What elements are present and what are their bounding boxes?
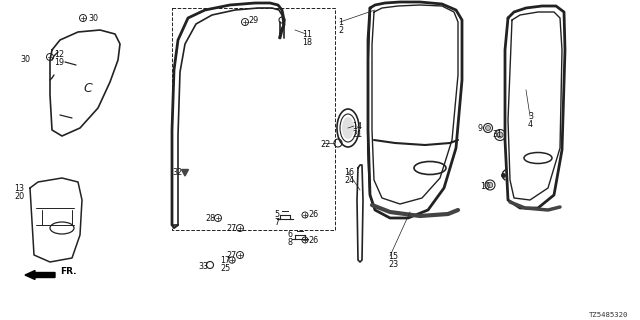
FancyArrow shape	[25, 270, 55, 279]
Text: 5: 5	[274, 210, 279, 219]
Text: 7: 7	[274, 218, 279, 227]
Text: 10: 10	[480, 182, 490, 191]
Text: 15: 15	[388, 252, 398, 261]
Text: 9: 9	[478, 124, 483, 133]
Circle shape	[486, 125, 490, 131]
Text: 33: 33	[198, 262, 208, 271]
Text: 16: 16	[344, 168, 354, 177]
Text: 17: 17	[220, 256, 230, 265]
Ellipse shape	[342, 117, 354, 139]
Text: 30: 30	[88, 14, 98, 23]
Text: 31: 31	[492, 130, 502, 139]
Text: 14: 14	[352, 122, 362, 131]
Text: 27: 27	[226, 251, 236, 260]
Text: 11: 11	[302, 30, 312, 39]
Text: 29: 29	[248, 16, 259, 25]
Text: 30: 30	[20, 55, 30, 64]
Text: 20: 20	[14, 192, 24, 201]
Text: 24: 24	[344, 176, 354, 185]
Text: 23: 23	[388, 260, 398, 269]
Text: 18: 18	[302, 38, 312, 47]
Text: FR.: FR.	[60, 267, 77, 276]
Text: 26: 26	[308, 236, 318, 245]
Text: 26: 26	[308, 210, 318, 219]
Circle shape	[497, 132, 503, 138]
Text: 8: 8	[287, 238, 292, 247]
Text: C: C	[84, 82, 92, 94]
Text: 32: 32	[172, 168, 182, 177]
Text: 21: 21	[352, 130, 362, 139]
Text: 28: 28	[205, 214, 215, 223]
Text: 27: 27	[226, 224, 236, 233]
Text: 22: 22	[320, 140, 330, 149]
Polygon shape	[182, 170, 189, 176]
Circle shape	[487, 182, 493, 188]
Text: 25: 25	[220, 264, 230, 273]
Text: TZ5485320: TZ5485320	[589, 312, 628, 318]
Text: 6: 6	[287, 230, 292, 239]
Text: 1: 1	[338, 18, 343, 27]
Text: 4: 4	[528, 120, 533, 129]
Text: 2: 2	[338, 26, 343, 35]
Text: 19: 19	[54, 58, 64, 67]
Text: 13: 13	[14, 184, 24, 193]
Text: 3: 3	[528, 112, 533, 121]
Text: 12: 12	[54, 50, 64, 59]
